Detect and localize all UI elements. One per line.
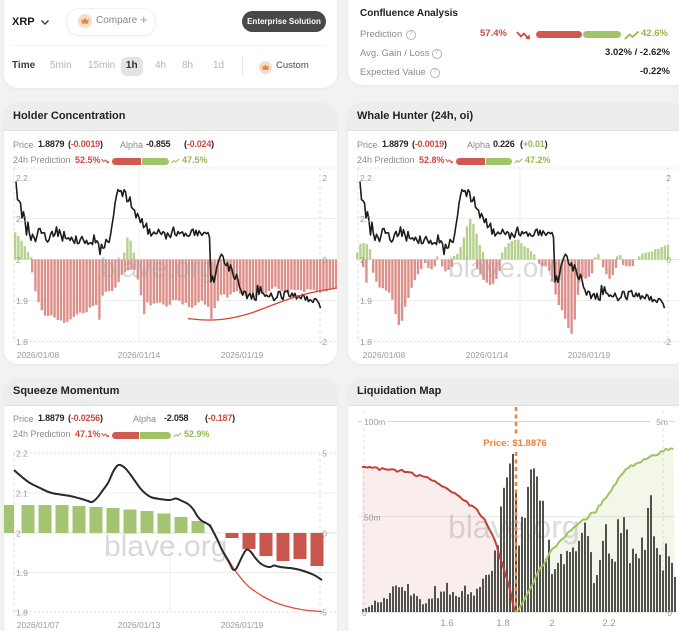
svg-text:2.2: 2.2 <box>360 173 372 183</box>
svg-text:2.2: 2.2 <box>16 449 28 459</box>
svg-text:-2: -2 <box>663 337 671 347</box>
svg-text:2: 2 <box>16 255 21 265</box>
svg-text:1.8: 1.8 <box>496 618 509 629</box>
svg-text:1.6: 1.6 <box>440 618 453 629</box>
svg-text:0: 0 <box>362 608 367 618</box>
svg-text:50m: 50m <box>364 513 381 523</box>
svg-text:1.9: 1.9 <box>16 296 28 306</box>
svg-text:2.2: 2.2 <box>602 618 615 629</box>
svg-text:5m: 5m <box>656 417 668 427</box>
svg-text:blave.org: blave.org <box>100 252 215 283</box>
svg-text:0: 0 <box>666 255 671 265</box>
svg-text:100m: 100m <box>364 417 385 427</box>
svg-text:0: 0 <box>322 255 327 265</box>
svg-text:5: 5 <box>322 449 327 459</box>
svg-text:2: 2 <box>360 255 365 265</box>
svg-text:2.2: 2.2 <box>16 173 28 183</box>
svg-text:2026/01/13: 2026/01/13 <box>118 620 161 630</box>
svg-text:blave.org: blave.org <box>104 530 227 563</box>
svg-text:0: 0 <box>322 529 327 539</box>
svg-text:2.1: 2.1 <box>360 214 372 224</box>
svg-text:2: 2 <box>322 173 327 183</box>
svg-text:2: 2 <box>666 173 671 183</box>
svg-text:0: 0 <box>667 608 672 618</box>
svg-text:2026/01/19: 2026/01/19 <box>221 350 264 360</box>
svg-text:2.1: 2.1 <box>16 489 28 499</box>
svg-text:2026/01/14: 2026/01/14 <box>118 350 161 360</box>
svg-text:-2: -2 <box>319 337 327 347</box>
svg-text:2026/01/14: 2026/01/14 <box>466 350 509 360</box>
svg-text:-5: -5 <box>319 608 327 618</box>
svg-text:2026/01/07: 2026/01/07 <box>17 620 60 630</box>
svg-text:2.1: 2.1 <box>16 214 28 224</box>
svg-text:2: 2 <box>549 618 554 629</box>
svg-text:2026/01/08: 2026/01/08 <box>17 350 60 360</box>
svg-text:1.8: 1.8 <box>360 337 372 347</box>
svg-text:1.8: 1.8 <box>16 608 28 618</box>
svg-text:1.9: 1.9 <box>16 568 28 578</box>
svg-text:blave.org: blave.org <box>448 252 563 283</box>
svg-text:2026/01/19: 2026/01/19 <box>221 620 264 630</box>
svg-text:1.9: 1.9 <box>360 296 372 306</box>
svg-text:1.8: 1.8 <box>16 337 28 347</box>
svg-text:2026/01/08: 2026/01/08 <box>363 350 406 360</box>
svg-text:2: 2 <box>16 529 21 539</box>
svg-text:2026/01/19: 2026/01/19 <box>568 350 611 360</box>
svg-text:Price: $1.8876: Price: $1.8876 <box>483 438 546 449</box>
